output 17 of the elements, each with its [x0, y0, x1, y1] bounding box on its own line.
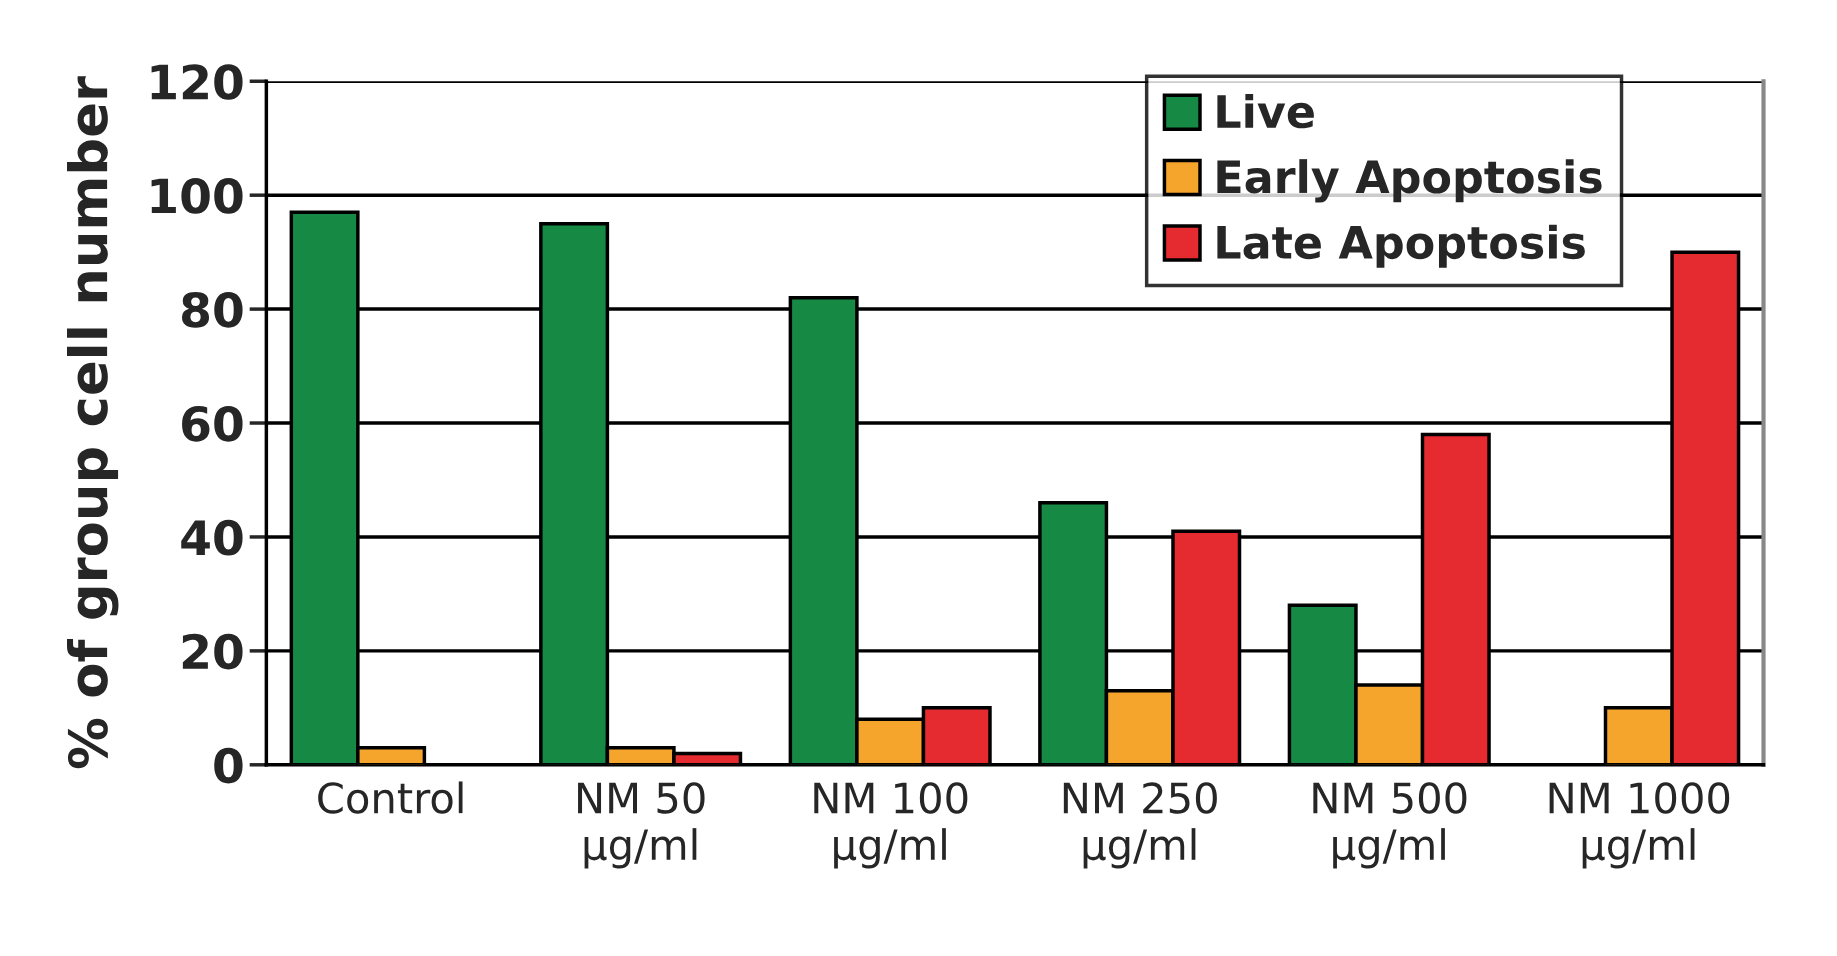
x-tick-label: NM 500 µg/ml	[1313, 782, 1467, 869]
legend-label: Live	[1217, 93, 1314, 129]
x-tick-label: NM 50 µg/ml	[578, 782, 705, 869]
x-tick-label: NM 250 µg/ml	[1063, 782, 1217, 869]
x-tick-label: NM 100 µg/ml	[814, 782, 968, 869]
x-tick-label: Control	[318, 781, 463, 814]
y-tick-label: 40	[181, 519, 243, 556]
y-axis-title: % of group cell number	[67, 76, 119, 769]
legend-label: Late Apoptosis	[1217, 224, 1585, 268]
y-tick-label: 20	[182, 633, 243, 670]
y-tick-label: 80	[182, 292, 243, 328]
y-tick-label: 0	[214, 747, 243, 784]
legend-label: Early Apoptosis	[1217, 159, 1602, 203]
x-tick-label: NM 1000 µg/ml	[1549, 782, 1730, 869]
y-tick-label: 120	[151, 64, 243, 100]
y-tick-label: 60	[182, 405, 243, 442]
y-tick-label: 100	[151, 178, 243, 214]
